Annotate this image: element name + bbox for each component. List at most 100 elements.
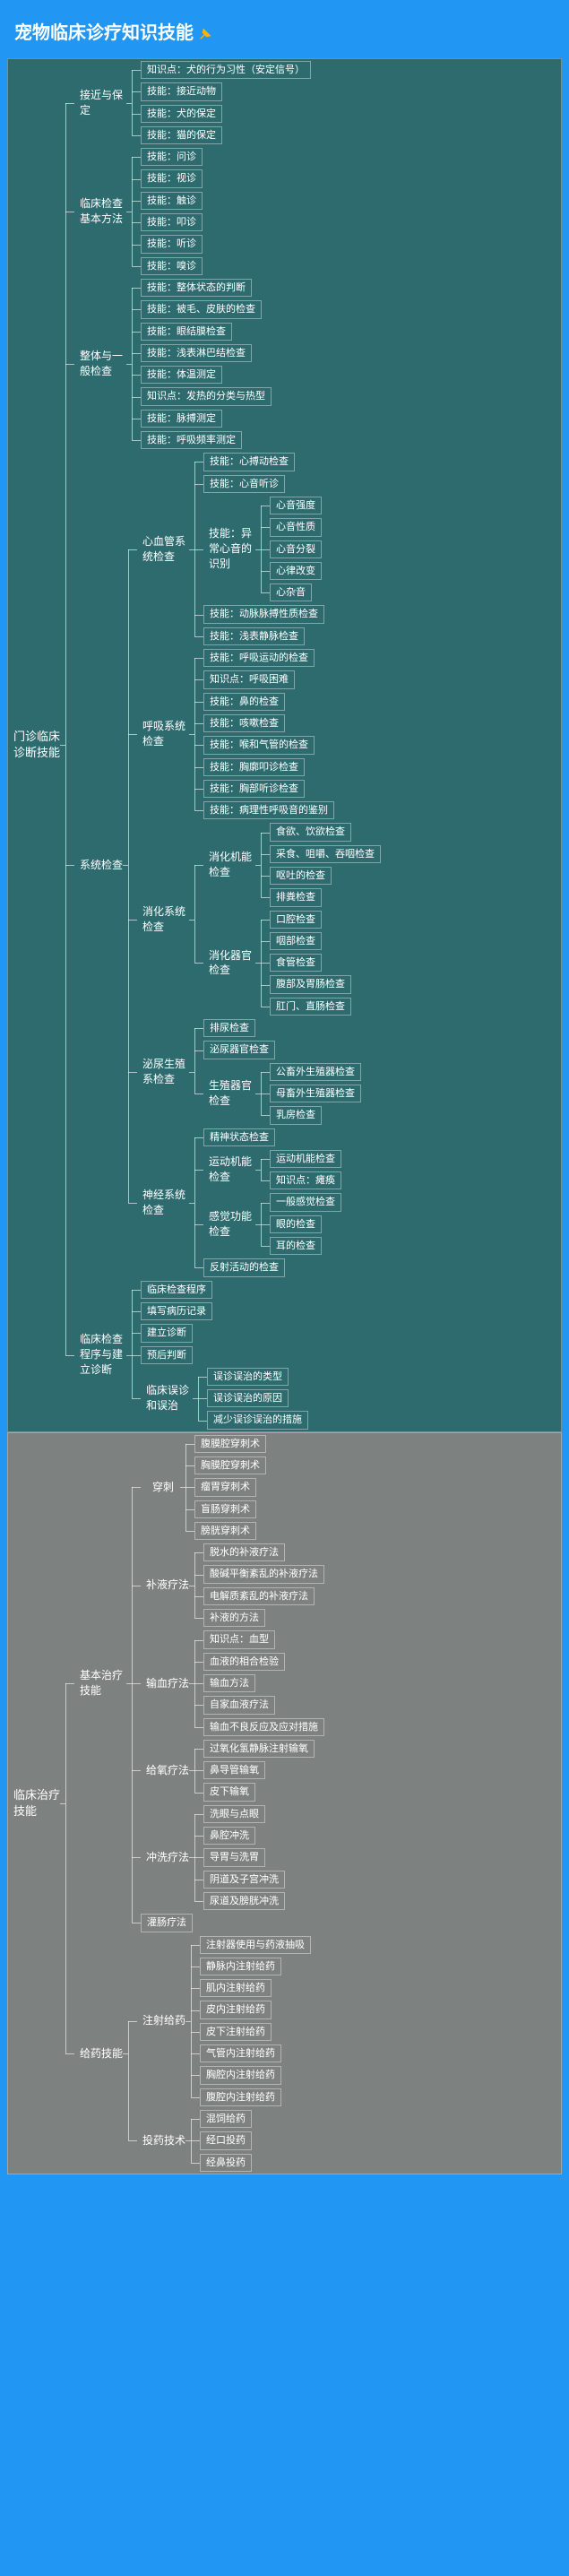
tree-leaf: 技能：眼结膜检查 (141, 323, 232, 341)
page-title: 宠物临床诊疗知识技能 (7, 7, 562, 58)
tree-child: 知识点：呼吸困难 (194, 669, 334, 690)
tree-child: 耳的检查 (261, 1235, 341, 1257)
tree-node-label: 基本治疗技能 (74, 1433, 132, 1934)
tree-child: 系统检查心血管系统检查技能：心搏动检查技能：心音听诊技能：异常心音的识别心音强度… (65, 451, 561, 1278)
tree-leaf: 技能：浅表淋巴结检查 (141, 344, 252, 362)
tree-leaf: 技能：动脉脉搏性质检查 (203, 605, 324, 623)
tree-child: 感觉功能检查一般感觉检查眼的检查耳的检查 (194, 1191, 341, 1257)
tree-node-label: 临床检查基本方法 (74, 146, 132, 277)
bracket-line (132, 1290, 133, 1398)
tree-children: 腹膜腔穿刺术胸膜腔穿刺术瘤胃穿刺术盲肠穿刺术膀胱穿刺术 (185, 1433, 266, 1542)
tree-children: 误诊误治的类型误诊误治的原因减少误诊误治的措施 (198, 1366, 308, 1431)
tree-child: 灌肠疗法 (132, 1912, 324, 1933)
tree-node-label: 投药技术 (137, 2108, 191, 2174)
tree-child: 输血疗法知识点：血型血液的相合检验输血方法自家血液疗法输血不良反应及应对措施 (132, 1629, 324, 1737)
tree-children: 消化机能检查食欲、饮欲检查采食、咀嚼、吞咽检查呕吐的检查排粪检查消化器官检查口腔… (194, 821, 381, 1017)
tree-child: 技能：猫的保定 (132, 125, 311, 146)
tree-child: 技能：病理性呼吸音的鉴别 (194, 800, 334, 821)
tree-child: 口腔检查 (261, 909, 351, 930)
tree-node-label: 运动机能检查 (203, 1148, 261, 1192)
mindmap-container: 门诊临床诊断技能接近与保定知识点：犬的行为习性（安定信号）技能：接近动物技能：犬… (7, 58, 562, 2174)
tree-node: 呼吸系统检查技能：呼吸运动的检查知识点：呼吸困难技能：鼻的检查技能：咳嗽检查技能… (137, 647, 334, 821)
tree-node: 临床检查基本方法技能：问诊技能：视诊技能：触诊技能：叩诊技能：听诊技能：嗅诊 (74, 146, 203, 277)
tree-leaf: 技能：听诊 (141, 235, 203, 253)
bracket-line (65, 103, 66, 1355)
tree-leaf: 母畜外生殖器检查 (270, 1085, 361, 1102)
tree-child: 静脉内注射给药 (191, 1956, 311, 1977)
tree-leaf: 鼻腔冲洗 (203, 1827, 255, 1845)
tree-leaf: 知识点：瘫痪 (270, 1171, 341, 1189)
bracket-line (198, 1377, 199, 1421)
tree-child: 技能：心搏动检查 (194, 451, 324, 472)
tree-leaf: 知识点：犬的行为习性（安定信号） (141, 61, 311, 79)
tree-leaf: 技能：体温测定 (141, 366, 222, 384)
tree-child: 技能：咳嗽检查 (194, 713, 334, 734)
bracket-line (194, 1749, 195, 1793)
tree-child: 知识点：犬的行为习性（安定信号） (132, 59, 311, 81)
tree-child: 技能：接近动物 (132, 81, 311, 102)
tree-leaf: 技能：问诊 (141, 148, 203, 166)
bracket-line (128, 549, 129, 1203)
tree-leaf: 腹部及胃肠检查 (270, 975, 351, 993)
tree-child: 知识点：发热的分类与热型 (132, 385, 272, 407)
tree-leaf: 皮内注射给药 (200, 2001, 272, 2018)
tree-child: 预后判断 (132, 1344, 308, 1366)
bracket-line (194, 1028, 195, 1094)
tree-child: 接近与保定知识点：犬的行为习性（安定信号）技能：接近动物技能：犬的保定技能：猫的… (65, 59, 561, 146)
tree-child: 技能：浅表静脉检查 (194, 626, 324, 647)
tree-leaf: 经口投药 (200, 2131, 252, 2149)
tree-leaf: 补液的方法 (203, 1609, 265, 1627)
tree-child: 鼻导管输氧 (194, 1759, 315, 1781)
tree-node-label: 穿刺 (141, 1433, 185, 1542)
tree-child: 注射器使用与药液抽吸 (191, 1934, 311, 1956)
tree-children: 技能：心搏动检查技能：心音听诊技能：异常心音的识别心音强度心音性质心音分裂心律改… (194, 451, 324, 647)
tree-child: 呼吸系统检查技能：呼吸运动的检查知识点：呼吸困难技能：鼻的检查技能：咳嗽检查技能… (128, 647, 381, 821)
bracket-line (194, 462, 195, 635)
tree-child: 技能：胸部听诊检查 (194, 778, 334, 800)
bracket-line (132, 288, 133, 440)
tree-node-label: 系统检查 (74, 451, 128, 1278)
tree-child: 补液疗法脱水的补液疗法酸碱平衡紊乱的补液疗法电解质紊乱的补液疗法补液的方法 (132, 1542, 324, 1629)
tree-child: 咽部检查 (261, 930, 351, 952)
tree-child: 瘤胃穿刺术 (185, 1476, 266, 1498)
tree-child: 运动机能检查 (261, 1148, 341, 1170)
tree-leaf: 技能：呼吸运动的检查 (203, 649, 315, 667)
tree-leaf: 气管内注射给药 (200, 2044, 281, 2062)
bracket-line (191, 2119, 192, 2163)
tree-leaf: 误诊误治的原因 (207, 1389, 289, 1407)
tree-child: 排尿检查 (194, 1017, 361, 1039)
tree-children: 运动机能检查知识点：瘫痪 (261, 1148, 341, 1192)
tree-leaf: 脱水的补液疗法 (203, 1543, 285, 1561)
tree-leaf: 技能：接近动物 (141, 82, 222, 100)
tree-node-label: 冲洗疗法 (141, 1803, 194, 1912)
tree-leaf: 运动机能检查 (270, 1150, 341, 1168)
tree-leaf: 技能：触诊 (141, 192, 203, 210)
tree-child: 整体与一般检查技能：整体状态的判断技能：被毛、皮肤的检查技能：眼结膜检查技能：浅… (65, 277, 561, 451)
tree-leaf: 心音性质 (270, 518, 322, 536)
tree-child: 血液的相合检验 (194, 1651, 324, 1673)
root-label: 临床治疗技能 (8, 1433, 65, 2174)
tree-child: 胸膜腔穿刺术 (185, 1455, 266, 1476)
tree-child: 给氧疗法过氧化氢静脉注射输氧鼻导管输氧皮下输氧 (132, 1738, 324, 1803)
tree-children: 技能：问诊技能：视诊技能：触诊技能：叩诊技能：听诊技能：嗅诊 (132, 146, 203, 277)
tree-child: 胸腔内注射给药 (191, 2064, 311, 2086)
tree-child: 鼻腔冲洗 (194, 1825, 285, 1846)
tree-leaf: 阴道及子宫冲洗 (203, 1871, 285, 1889)
tree-child: 眼的检查 (261, 1214, 341, 1235)
root-label: 门诊临床诊断技能 (8, 59, 65, 1431)
tree-leaf: 技能：心音听诊 (203, 475, 285, 493)
tree-leaf: 血液的相合检验 (203, 1653, 285, 1671)
tree-leaf: 眼的检查 (270, 1215, 322, 1233)
tree-child: 排粪检查 (261, 886, 381, 908)
tree-children: 接近与保定知识点：犬的行为习性（安定信号）技能：接近动物技能：犬的保定技能：猫的… (65, 59, 561, 1431)
tree-child: 技能：异常心音的识别心音强度心音性质心音分裂心律改变心杂音 (194, 495, 324, 603)
tree-node: 技能：异常心音的识别心音强度心音性质心音分裂心律改变心杂音 (203, 495, 322, 603)
section-panel: 临床治疗技能基本治疗技能穿刺腹膜腔穿刺术胸膜腔穿刺术瘤胃穿刺术盲肠穿刺术膀胱穿刺… (7, 1432, 562, 2174)
tree-leaf: 呕吐的检查 (270, 867, 332, 885)
tree-leaf: 心律改变 (270, 562, 322, 580)
tree-child: 心音性质 (261, 516, 322, 538)
tree-node: 注射给药注射器使用与药液抽吸静脉内注射给药肌内注射给药皮内注射给药皮下注射给药气… (137, 1934, 311, 2108)
tree-leaf: 知识点：呼吸困难 (203, 670, 295, 688)
tree-node-label: 技能：异常心音的识别 (203, 495, 261, 603)
tree-children: 排尿检查泌尿器官检查生殖器官检查公畜外生殖器检查母畜外生殖器检查乳房检查 (194, 1017, 361, 1126)
